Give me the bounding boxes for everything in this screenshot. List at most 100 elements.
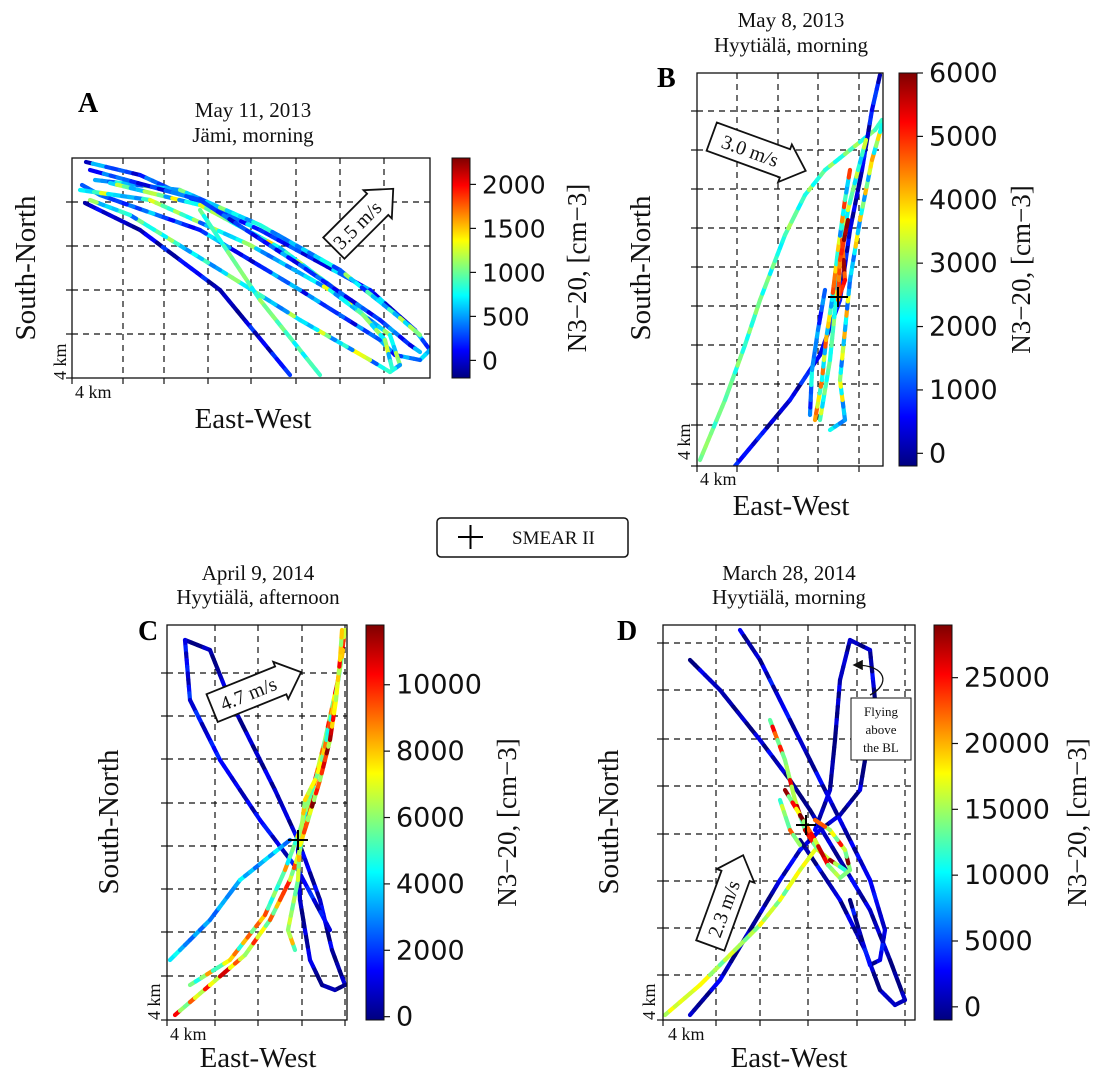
track-segment xyxy=(812,817,823,826)
x-axis-label: East-West xyxy=(733,490,850,522)
panel-subtitle: Jämi, morning xyxy=(192,123,314,147)
y-axis-label: South-North xyxy=(10,195,42,341)
panel-subtitle: Hyytiälä, afternoon xyxy=(176,585,340,609)
track-segment xyxy=(877,122,883,135)
panel-title: March 28, 2014 xyxy=(722,561,856,585)
wind-arrow-shape xyxy=(705,121,807,184)
track-segment xyxy=(846,167,853,180)
colorbar xyxy=(365,624,385,1021)
colorbar-tick-label: 0 xyxy=(964,992,981,1023)
x-scale-label: 4 km xyxy=(75,382,112,402)
colorbar-tick-label: 2000 xyxy=(396,935,465,966)
track-segment xyxy=(388,358,395,371)
colorbar-tick-label: 0 xyxy=(482,346,498,375)
colorbar-tick-label: 25000 xyxy=(964,663,1050,694)
colorbar-tick-label: 1000 xyxy=(929,375,998,406)
colorbar-tick-label: 5000 xyxy=(929,121,998,152)
colorbar-tick-label: 3000 xyxy=(929,248,998,279)
colorbar-label: N3−20, [cm−3] xyxy=(562,184,592,352)
track-segment xyxy=(794,837,803,848)
panel-title: May 11, 2013 xyxy=(195,98,311,122)
track-segment xyxy=(876,117,883,128)
panel-title: May 8, 2013 xyxy=(738,8,845,32)
track-segment xyxy=(847,897,855,909)
track-segment xyxy=(339,627,345,640)
legend-label: SMEAR II xyxy=(512,528,595,549)
panel-subtitle: Hyytiälä, morning xyxy=(714,33,868,57)
annotation: Flying above the BL xyxy=(850,659,912,761)
track-segment xyxy=(79,182,91,191)
track-segment xyxy=(324,921,333,933)
smear-legend: SMEAR II xyxy=(436,517,629,558)
colorbar-tick-label: 8000 xyxy=(396,736,465,767)
track-segment xyxy=(844,217,851,229)
track-segment xyxy=(809,847,818,858)
panel-letter: C xyxy=(138,616,158,647)
legend-box xyxy=(436,517,629,558)
axes-frame xyxy=(696,72,884,467)
panel-letter: D xyxy=(617,616,637,647)
track-segment xyxy=(87,197,99,205)
colorbar-tick-label: 1500 xyxy=(482,214,546,243)
colorbar xyxy=(933,624,953,1021)
x-scale-label: 4 km xyxy=(668,1024,705,1044)
colorbar-tick-label: 2000 xyxy=(482,170,546,199)
colorbar-tick-label: 500 xyxy=(482,302,530,331)
y-scale-label: 4 km xyxy=(639,983,659,1020)
track-segment xyxy=(876,73,883,85)
colorbar xyxy=(451,157,471,379)
flight-tracks xyxy=(167,627,347,1018)
wind-arrow-shape xyxy=(695,853,757,952)
annotation-line: above xyxy=(865,722,896,737)
track-segment xyxy=(861,137,869,150)
panel-title: April 9, 2014 xyxy=(202,561,315,585)
colorbar-tick-label: 6000 xyxy=(929,58,998,89)
annotation-arrow xyxy=(852,659,884,696)
x-scale-label: 4 km xyxy=(170,1024,207,1044)
flight-tracks xyxy=(77,159,430,378)
colorbar-tick-label: 15000 xyxy=(964,794,1050,825)
flight-tracks xyxy=(697,73,883,466)
colorbar-tick-label: 20000 xyxy=(964,729,1050,760)
colorbar-tick-label: 10000 xyxy=(964,860,1050,891)
colorbar xyxy=(898,72,918,467)
colorbar-tick-label: 6000 xyxy=(396,803,465,834)
x-axis-label: East-West xyxy=(200,1042,317,1074)
colorbar-tick-label: 1000 xyxy=(482,258,546,287)
colorbar-tick-label: 0 xyxy=(396,1002,413,1033)
wind-arrow-shape xyxy=(321,187,395,261)
x-axis-label: East-West xyxy=(195,403,312,435)
track-segment xyxy=(837,864,848,873)
colorbar-tick-label: 2000 xyxy=(929,312,998,343)
annotation-line: Flying xyxy=(864,704,898,719)
x-scale-label: 4 km xyxy=(700,469,737,489)
colorbar-label: N3−20, [cm−3] xyxy=(492,738,522,906)
axes-frame xyxy=(166,624,348,1021)
track-segment xyxy=(412,346,423,355)
colorbar-tick-label: 5000 xyxy=(964,926,1033,957)
x-axis-label: East-West xyxy=(731,1042,848,1074)
panel-subtitle: Hyytiälä, morning xyxy=(712,585,866,609)
y-scale-label: 4 km xyxy=(674,423,694,460)
colorbar-label: N3−20, [cm−3] xyxy=(1062,738,1092,906)
axes-frame xyxy=(662,624,916,1021)
panel-letter: A xyxy=(78,88,99,119)
track-segment xyxy=(313,367,323,378)
track-segment xyxy=(797,837,807,849)
annotation-box xyxy=(850,697,912,761)
wind-arrow-shape xyxy=(205,660,303,724)
colorbar-tick-label: 0 xyxy=(929,438,946,469)
y-axis-label: South-North xyxy=(93,749,125,895)
wind-arrow: 3.5 m/s xyxy=(321,187,395,261)
colorbar-label: N3−20, [cm−3] xyxy=(1006,185,1036,353)
colorbar-tick-label: 10000 xyxy=(396,670,482,701)
y-axis-label: South-North xyxy=(593,749,625,895)
panel-letter: B xyxy=(657,63,676,94)
y-scale-label: 4 km xyxy=(50,343,70,380)
